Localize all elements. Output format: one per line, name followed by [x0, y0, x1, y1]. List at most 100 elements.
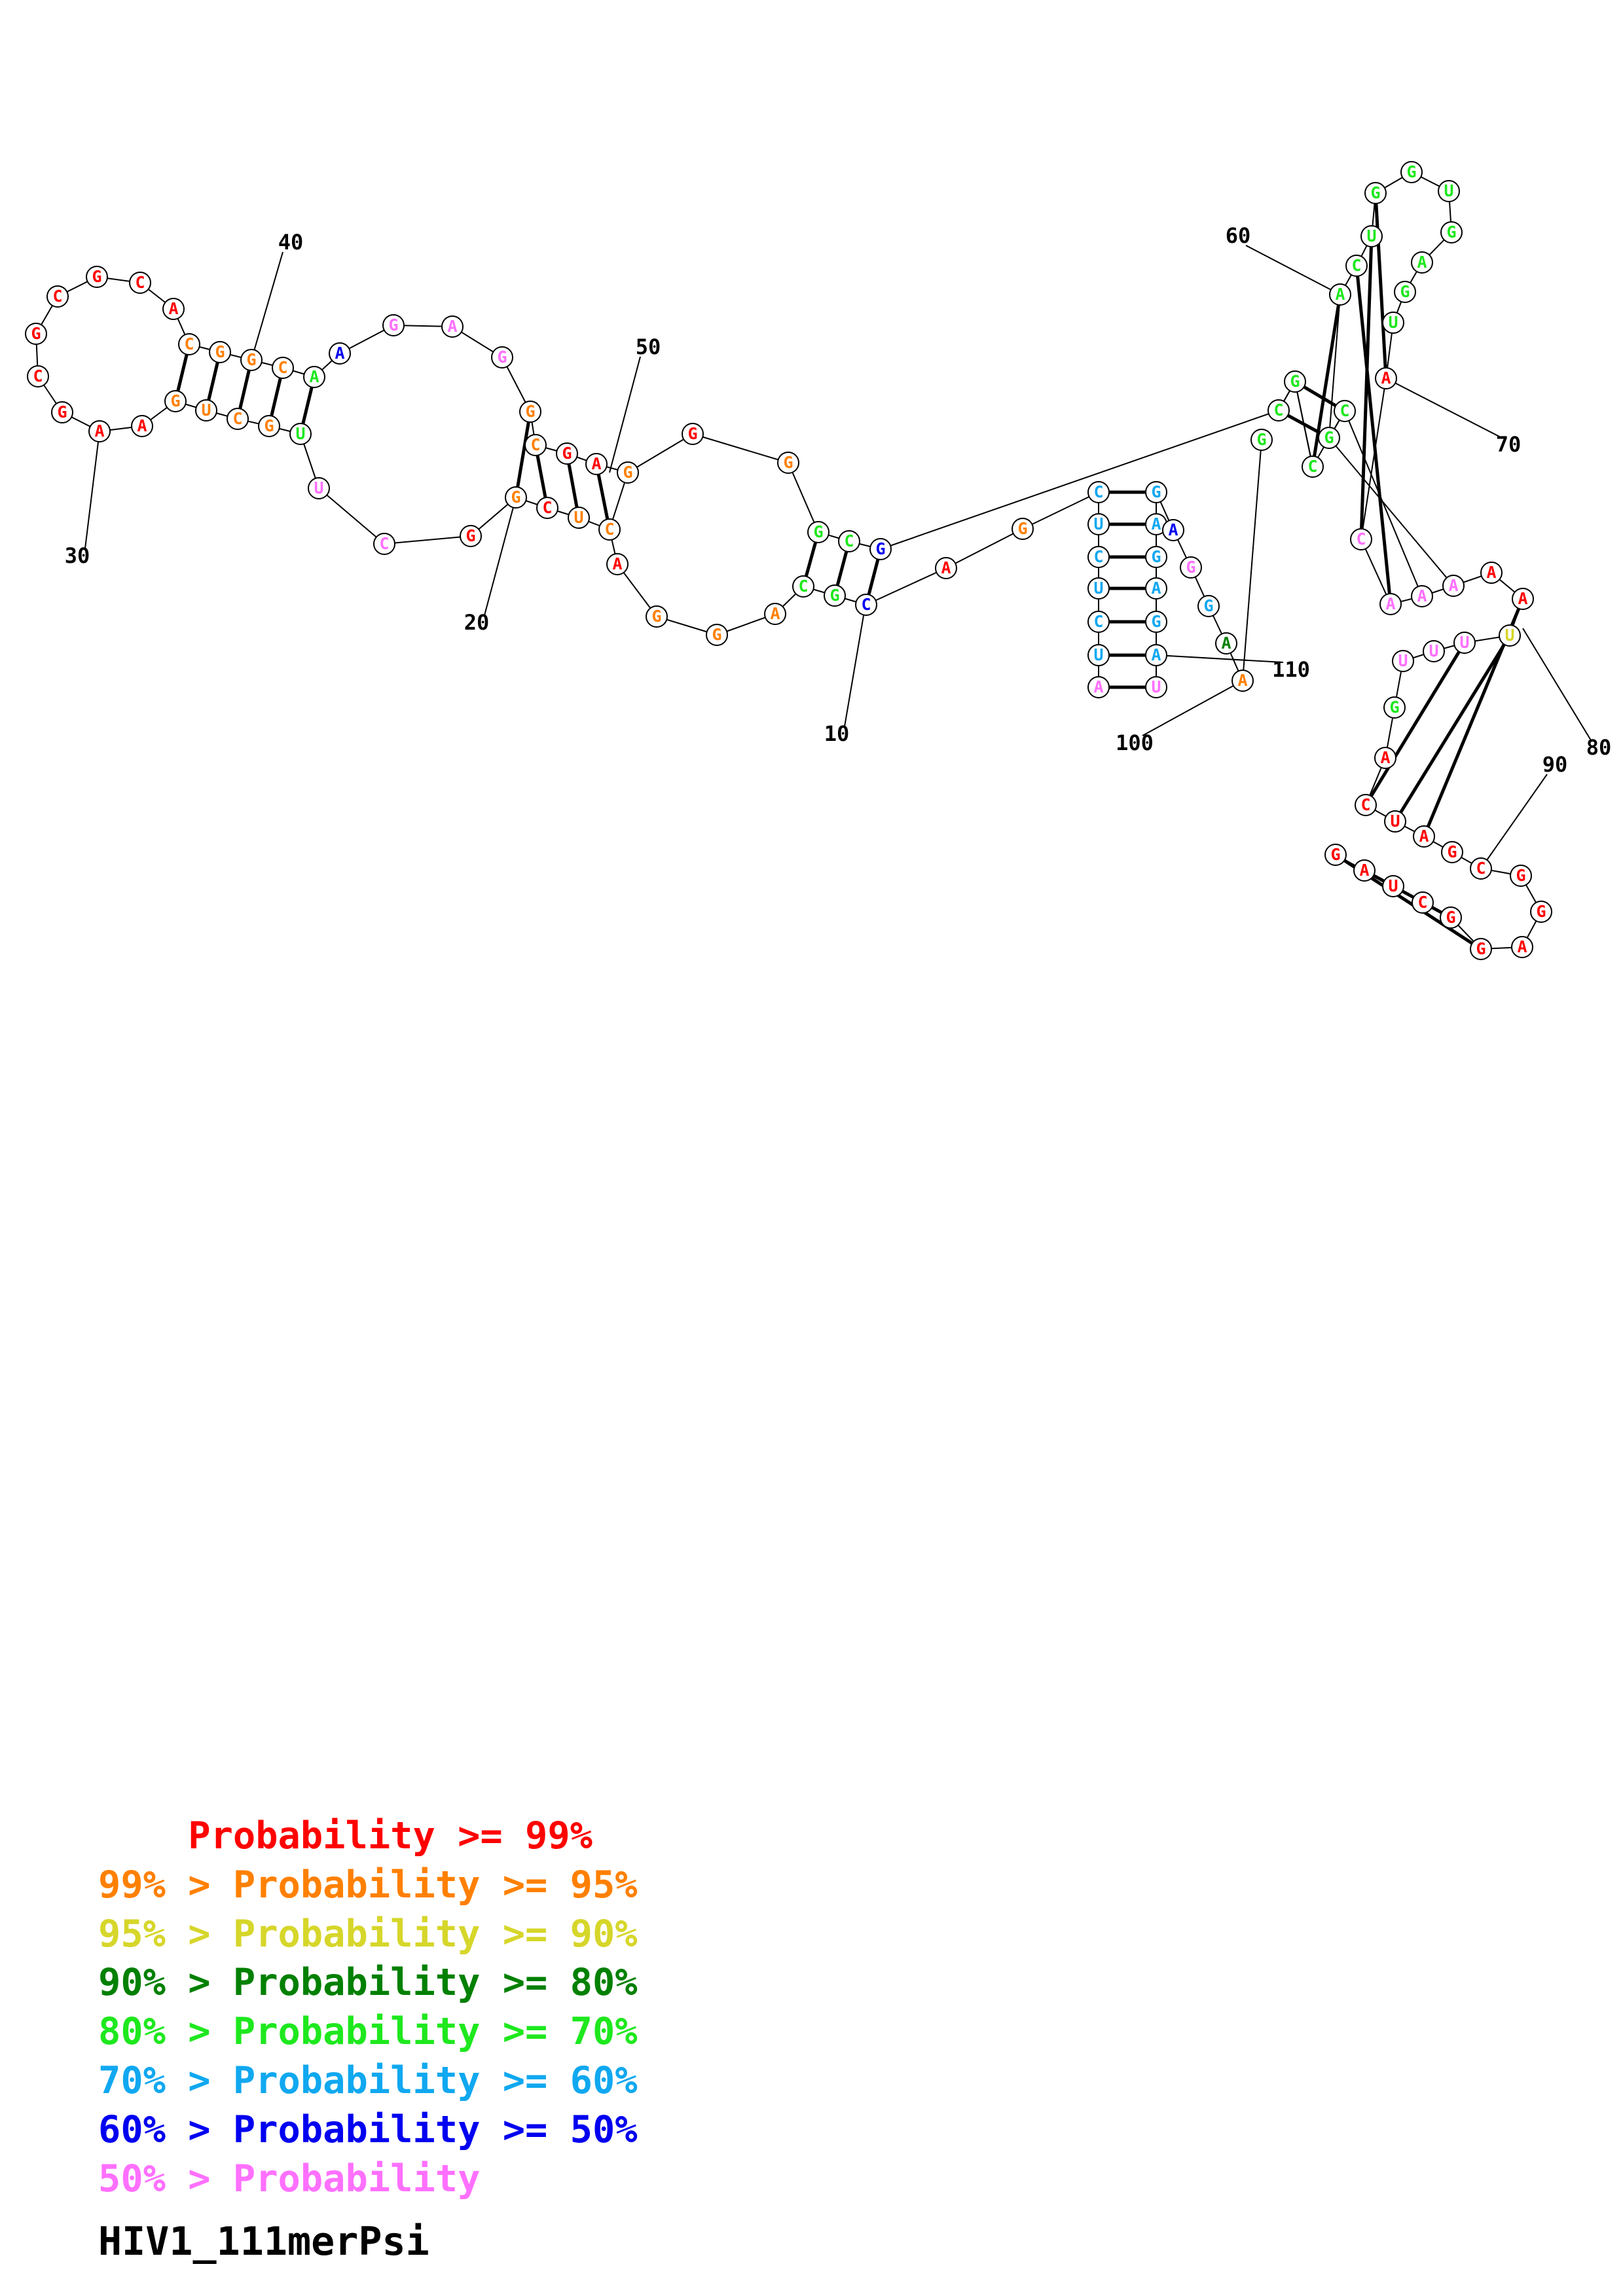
- nucleotide-letter: G: [1400, 282, 1410, 301]
- nucleotide: C: [1345, 255, 1368, 277]
- position-tick-label: 60: [1226, 223, 1251, 248]
- nucleotide: G: [1145, 481, 1167, 503]
- tick-leader-line: [251, 251, 283, 361]
- nucleotide-circle: [792, 575, 814, 598]
- nucleotide-circle: [1440, 221, 1463, 243]
- nucleotide: G: [869, 538, 892, 560]
- nucleotide-circle: [1318, 427, 1340, 449]
- nucleotide: A: [1145, 577, 1167, 600]
- nucleotide-circle: [824, 584, 846, 607]
- nucleotide: C: [178, 333, 200, 355]
- base-pair-bond: [1359, 236, 1374, 540]
- nucleotide-circle: [1511, 936, 1533, 958]
- legend-row-prefix: 60% >: [98, 2108, 233, 2151]
- nucleotide: U: [1499, 624, 1521, 647]
- legend-row-prefix: 70% >: [98, 2058, 233, 2102]
- backbone-link: [627, 433, 693, 473]
- nucleotide-circle: [1440, 906, 1462, 929]
- nucleotide-circle: [1411, 585, 1433, 607]
- nucleotide-circle: [1470, 938, 1492, 960]
- legend-row-prefix: [98, 1814, 188, 1857]
- nucleotide: C: [1302, 456, 1324, 478]
- nucleotide: G: [1530, 901, 1552, 923]
- nucleotide-circle: [1087, 676, 1110, 698]
- nucleotide-letter: A: [1151, 514, 1161, 533]
- nucleotide-circle: [1087, 577, 1110, 600]
- nucleotide: C: [27, 365, 49, 387]
- nucleotide-circle: [1355, 794, 1377, 816]
- nucleotide-circle: [51, 401, 73, 423]
- tick-leader-line: [1522, 628, 1592, 741]
- nucleotide-circle: [1374, 747, 1396, 769]
- nucleotide-circle: [1392, 650, 1414, 672]
- nucleotide-circle: [505, 486, 527, 509]
- nucleotide: G: [491, 346, 513, 368]
- nucleotide-circle: [164, 390, 187, 412]
- base-pair-bond: [1393, 634, 1512, 823]
- nucleotide-letter: G: [1151, 612, 1161, 631]
- nucleotide-letter: G: [1324, 428, 1334, 447]
- nucleotide: G: [1284, 370, 1306, 393]
- nucleotide-circle: [1145, 644, 1167, 666]
- nucleotide-letter: C: [52, 287, 62, 306]
- base-pair-bond: [514, 411, 532, 498]
- nucleotide-circle: [329, 342, 351, 365]
- nucleotide-circle: [606, 553, 629, 575]
- nucleotide: G: [1440, 221, 1463, 243]
- nucleotide-circle: [1087, 481, 1110, 503]
- nucleotide: G: [1470, 938, 1492, 960]
- nucleotide: A: [1442, 575, 1465, 597]
- nucleotide-circle: [1284, 370, 1306, 393]
- legend-row-prefix: 50% >: [98, 2157, 233, 2200]
- nucleotide-circle: [46, 285, 69, 308]
- nucleotide: C: [1350, 528, 1372, 550]
- nucleotide-letter: C: [861, 595, 871, 614]
- position-tick-label: 70: [1496, 432, 1522, 457]
- nucleotide: G: [240, 349, 263, 371]
- nucleotide-circle: [617, 461, 639, 484]
- nucleotide-letter: G: [562, 444, 572, 463]
- nucleotide-letter: G: [1516, 866, 1525, 885]
- nucleotide-letter: U: [1398, 651, 1408, 670]
- nucleotide: A: [1353, 859, 1376, 882]
- position-tick-label: 10: [824, 721, 850, 746]
- nucleotide-letter: G: [246, 350, 256, 369]
- nucleotide: G: [460, 525, 482, 547]
- nucleotide-letter: A: [309, 367, 319, 386]
- nucleotide-letter: G: [813, 522, 823, 541]
- nucleotide: G: [1400, 161, 1423, 183]
- tick-leader-line: [1480, 774, 1548, 869]
- nucleotide-circle: [1442, 575, 1465, 597]
- base-pair-layer: [173, 192, 1525, 951]
- legend-row-prefix: 95% >: [98, 1912, 233, 1956]
- nucleotide-circle: [227, 408, 249, 430]
- nucleotide-circle: [303, 366, 325, 388]
- nucleotide: C: [792, 575, 814, 598]
- backbone-layer: [35, 171, 1542, 950]
- nucleotide: A: [1411, 251, 1433, 274]
- backbone-link: [1328, 294, 1341, 439]
- nucleotide-letter: A: [591, 454, 601, 473]
- nucleotide-circle: [1499, 624, 1521, 647]
- base-pair-bond: [1363, 869, 1452, 920]
- legend-row: 90% > Probability >= 80%: [98, 1958, 638, 2007]
- nucleotide-circle: [131, 415, 153, 437]
- nucleotide: A: [1379, 593, 1402, 615]
- nucleotide-letter: G: [1203, 596, 1213, 615]
- nucleotide-letter: A: [1419, 827, 1429, 846]
- nucleotide-letter: G: [497, 348, 507, 367]
- nucleotide-letter: C: [1093, 482, 1103, 501]
- nucleotide-letter: G: [783, 453, 793, 472]
- legend-row-label: Probability >= 80%: [232, 1961, 638, 2005]
- nucleotide-circle: [585, 453, 608, 475]
- nucleotide: A: [162, 298, 185, 320]
- nucleotide: G: [86, 266, 108, 288]
- nucleotide-letter: A: [1486, 563, 1496, 582]
- nucleotide-circle: [1162, 519, 1184, 541]
- nucleotide-letter: G: [1536, 902, 1546, 921]
- backbone-link: [1242, 439, 1262, 681]
- nucleotide: G: [777, 452, 799, 474]
- nucleotide-circle: [1413, 825, 1435, 848]
- tick-leader-line: [1142, 680, 1243, 736]
